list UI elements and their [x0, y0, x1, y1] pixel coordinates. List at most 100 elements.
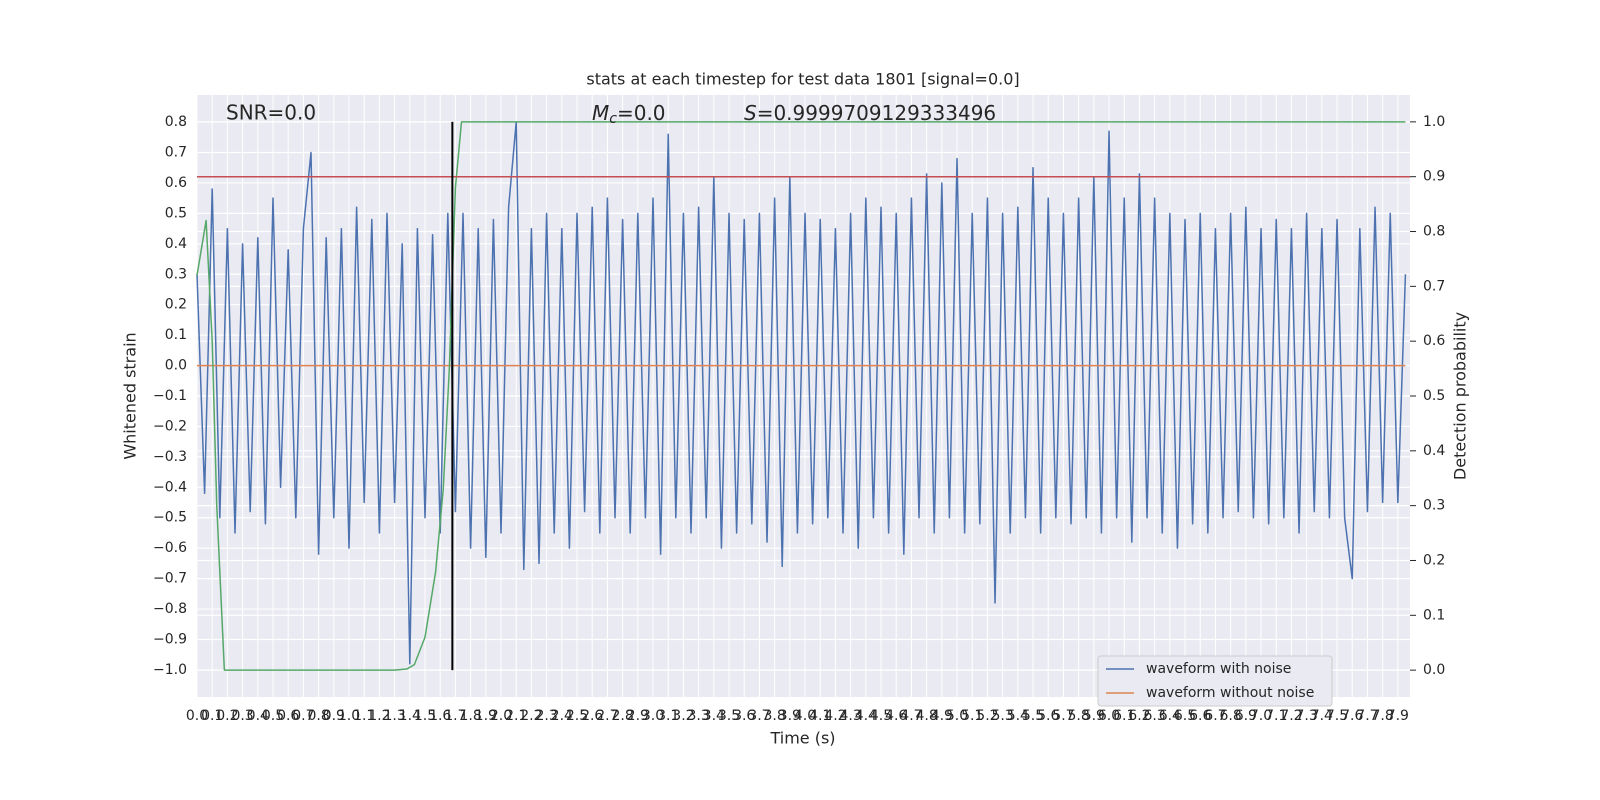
- legend-box: [1097, 655, 1333, 707]
- mc-value: =0.0: [617, 101, 666, 125]
- x-tick-label: 4.4: [855, 708, 877, 724]
- mc-subscript: c: [609, 111, 617, 127]
- x-tick-label: 3.1: [657, 708, 679, 724]
- y-tick-label: −0.5: [153, 510, 187, 526]
- x-tick-label: 0.5: [262, 708, 284, 724]
- y2-tick-label: 0.1: [1423, 607, 1445, 623]
- x-tick-label: 6.7: [1204, 708, 1226, 724]
- y-tick-label: −0.7: [153, 571, 187, 587]
- x-tick-label: 7.7: [1356, 708, 1378, 724]
- x-tick-label: 7.1: [1265, 708, 1287, 724]
- x-tick-label: 1.2: [368, 708, 390, 724]
- s-value: =0.9999709129333496: [757, 101, 996, 125]
- x-tick-label: 1.5: [414, 708, 436, 724]
- x-tick-label: 2.0: [490, 708, 512, 724]
- x-tick-label: 2.8: [611, 708, 633, 724]
- y2-tick-label: 0.2: [1423, 552, 1445, 568]
- x-tick-label: 2.4: [551, 708, 573, 724]
- y2-tick-label: 1.0: [1423, 114, 1445, 130]
- y-tick-label: −1.0: [153, 662, 187, 678]
- legend-label: waveform with noise: [1146, 661, 1291, 677]
- x-tick-label: 2.1: [505, 708, 527, 724]
- x-tick-label: 3.6: [733, 708, 755, 724]
- x-tick-label: 6.3: [1143, 708, 1165, 724]
- y-tick-label: −0.8: [153, 601, 187, 617]
- x-tick-label: 3.4: [703, 708, 725, 724]
- x-tick-label: 0.1: [201, 708, 223, 724]
- x-tick-label: 7.6: [1341, 708, 1363, 724]
- y-tick-label: 0.7: [165, 145, 187, 161]
- x-tick-label: 1.7: [444, 708, 466, 724]
- y-tick-label: −0.6: [153, 540, 187, 556]
- x-tick-label: 5.9: [1083, 708, 1105, 724]
- x-tick-label: 1.4: [399, 708, 421, 724]
- y-tick-label: 0.4: [165, 236, 187, 252]
- x-tick-label: 3.3: [687, 708, 709, 724]
- x-tick-label: 5.1: [961, 708, 983, 724]
- y2-tick-label: 0.7: [1423, 278, 1445, 294]
- x-tick-label: 2.6: [581, 708, 603, 724]
- y-tick-label: 0.2: [165, 297, 187, 313]
- y-tick-label: −0.9: [153, 631, 187, 647]
- x-tick-label: 5.5: [1022, 708, 1044, 724]
- x-tick-label: 5.2: [976, 708, 998, 724]
- x-tick-label: 7.3: [1296, 708, 1318, 724]
- y-tick-label: −0.3: [153, 449, 187, 465]
- series-line: [196, 121, 1406, 671]
- y2-tick-label: 0.6: [1423, 333, 1445, 349]
- x-tick-label: 5.7: [1052, 708, 1074, 724]
- x-tick-label: 5.8: [1067, 708, 1089, 724]
- x-tick-label: 1.6: [429, 708, 451, 724]
- y2-tick-label: 0.9: [1423, 169, 1445, 185]
- x-tick-label: 2.5: [566, 708, 588, 724]
- x-tick-label: 4.0: [794, 708, 816, 724]
- x-tick-label: 0.4: [247, 708, 269, 724]
- x-tick-label: 4.6: [885, 708, 907, 724]
- x-tick-label: 3.7: [748, 708, 770, 724]
- x-tick-label: 6.4: [1159, 708, 1181, 724]
- x-tick-label: 0.6: [277, 708, 299, 724]
- x-tick-label: 4.8: [915, 708, 937, 724]
- s-annotation: S=0.9999709129333496: [744, 101, 996, 125]
- x-axis-label: Time (s): [769, 729, 835, 748]
- x-tick-label: 4.5: [870, 708, 892, 724]
- x-tick-label: 3.9: [779, 708, 801, 724]
- y-tick-label: −0.1: [153, 388, 187, 404]
- x-tick-label: 3.8: [763, 708, 785, 724]
- snr-annotation: SNR=0.0: [226, 101, 316, 125]
- y2-tick-label: 0.8: [1423, 224, 1445, 240]
- x-tick-label: 1.9: [475, 708, 497, 724]
- x-tick-label: 0.2: [216, 708, 238, 724]
- x-tick-label: 3.0: [642, 708, 664, 724]
- x-tick-label: 6.5: [1174, 708, 1196, 724]
- x-tick-label: 7.0: [1250, 708, 1272, 724]
- x-tick-label: 3.2: [672, 708, 694, 724]
- y2-tick-label: 0.3: [1423, 498, 1445, 514]
- x-tick-label: 6.2: [1128, 708, 1150, 724]
- mc-symbol: M: [592, 101, 609, 125]
- x-tick-label: 7.5: [1326, 708, 1348, 724]
- x-tick-label: 4.7: [900, 708, 922, 724]
- y-axis-label: Whitened strain: [121, 332, 140, 459]
- y-tick-label: 0.0: [165, 358, 187, 374]
- y2-tick-label: 0.4: [1423, 443, 1445, 459]
- y-tick-label: −0.2: [153, 418, 187, 434]
- x-tick-label: 2.3: [535, 708, 557, 724]
- x-tick-label: 6.0: [1098, 708, 1120, 724]
- x-tick-label: 6.1: [1113, 708, 1135, 724]
- y-tick-label: 0.8: [165, 114, 187, 130]
- y-tick-label: 0.6: [165, 175, 187, 191]
- x-tick-label: 6.9: [1235, 708, 1257, 724]
- x-tick-label: 2.9: [627, 708, 649, 724]
- x-tick-label: 2.7: [596, 708, 618, 724]
- x-tick-label: 7.8: [1372, 708, 1394, 724]
- x-tick-label: 7.4: [1311, 708, 1333, 724]
- x-tick-label: 0.7: [292, 708, 314, 724]
- x-tick-label: 2.2: [520, 708, 542, 724]
- x-tick-label: 5.3: [991, 708, 1013, 724]
- x-tick-label: 0.9: [323, 708, 345, 724]
- x-tick-label: 4.9: [931, 708, 953, 724]
- x-tick-label: 4.3: [839, 708, 861, 724]
- x-tick-label: 1.0: [338, 708, 360, 724]
